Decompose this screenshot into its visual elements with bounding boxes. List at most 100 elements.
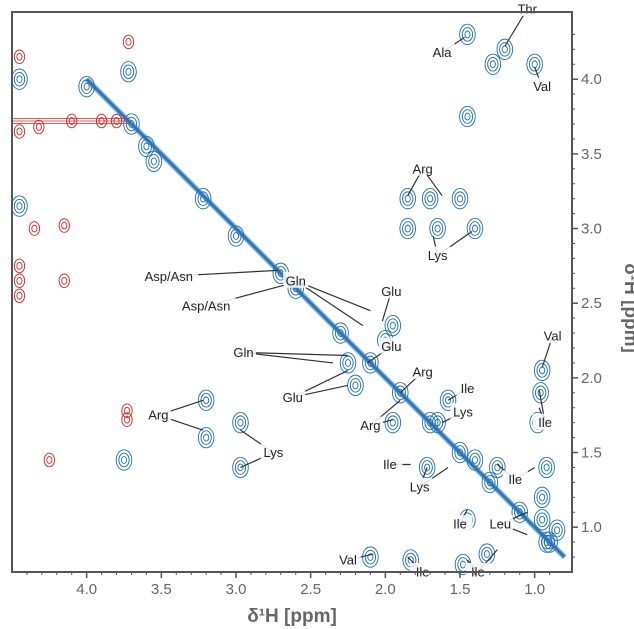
peak-annotation: Asp/Asn [176,284,284,314]
positive-peak-contour [454,445,466,460]
positive-peak [227,225,245,247]
negative-peak-contour [122,34,135,50]
positive-peak-contour [389,321,396,330]
positive-peak-contour [466,449,484,471]
annotation-label-bg [529,77,555,94]
positive-peak [347,374,364,396]
positive-peak-contour [551,522,563,538]
positive-peak-contour [461,109,474,124]
peak-annotation: Ile [447,379,481,401]
annotation-label: Asp/Asn [182,299,230,314]
positive-peak [332,322,349,344]
annotation-label-bg [145,406,171,423]
negative-peak-contour [35,123,42,131]
positive-peak-contour [13,71,26,87]
positive-peak-contour [334,325,347,341]
peak-annotation: Ala [429,36,465,60]
negative-peak-contour [13,124,26,139]
peak-annotation: Val [529,67,555,94]
negative-peak-contour [98,117,105,125]
negative-peak [66,113,78,129]
positive-peak-contour [145,150,163,172]
negative-peak-contour [95,113,108,129]
annotation-label-bg [407,477,433,494]
x-tick-label: 3.5 [151,581,172,598]
positive-peak-contour [384,314,402,337]
peak-annotation: Asp/Asn [139,267,278,284]
positive-peak-contour [539,515,546,524]
negative-peak [28,221,41,236]
positive-peak-contour [501,45,508,54]
annotation-label: Asp/Asn [145,269,193,284]
positive-peak-contour [536,512,548,527]
positive-peak-contour [125,67,132,76]
positive-peak-contour [529,57,541,72]
positive-peak [339,352,357,374]
x-tick-label: 3.0 [226,581,247,598]
positive-peak-contour [197,426,215,449]
positive-peak-contour [78,76,95,98]
annotation-label-bg [378,282,404,299]
positive-peak [481,471,499,494]
positive-peak-contour [128,120,135,128]
x-tick-label: 2.5 [300,581,321,598]
positive-peak-contour [399,217,416,240]
annotation-label: Ile [508,472,522,487]
positive-peak-contour [454,191,466,206]
positive-peak-contour [451,441,469,464]
y-tick-label: 2.5 [581,295,602,312]
negative-peak-contour [68,117,75,125]
negative-peak [13,288,26,303]
y-tick-label: 3.5 [581,146,602,163]
positive-peak-contour [424,191,436,206]
positive-peak-contour [140,139,153,154]
peak-annotation: Gln [230,343,349,364]
negative-peak [58,273,70,289]
x-tick-label: 1.5 [450,581,471,598]
peak-annotation: Arg [399,362,436,394]
positive-peak [538,456,555,479]
positive-peak-contour [115,449,133,471]
positive-peak-contour [536,363,548,378]
positive-peak-contour [387,415,399,430]
negative-peak-contour [125,38,132,46]
positive-peak [533,486,551,508]
positive-peak-contour [197,389,215,411]
diagonal-ridge-contour [85,78,566,558]
positive-peak-contour [364,549,377,565]
positive-peak-contour [418,456,436,479]
negative-peak-contour [13,49,26,65]
positive-peak-contour [16,202,23,210]
positive-peak [439,389,457,411]
annotation-label: Gln [233,345,253,360]
y-tick-label: 2.0 [581,370,602,387]
positive-peak-contour [456,448,464,457]
positive-peak-contour [237,463,244,472]
annotation-label: Lys [263,445,283,460]
peak-annotation: Lys [407,466,449,494]
annotation-label-bg [447,515,473,532]
annotation-label: Lys [410,479,430,494]
positive-peak-contour [234,460,247,475]
positive-peak-contour [197,191,209,206]
positive-peak-contour [352,381,359,390]
positive-peak [399,217,416,240]
annotation-label-bg [454,379,481,396]
annotation-label: Glu [381,284,401,299]
peak-annotation: Lys [441,403,476,424]
positive-peak-contour [429,412,446,434]
x-tick-label: 2.0 [375,581,396,598]
positive-peak-contour [532,382,549,404]
negative-peak [33,119,45,135]
positive-peak-contour [445,396,452,405]
negative-peak-contour [61,221,68,230]
positive-peak [418,456,436,479]
positive-peak-contour [389,418,396,427]
negative-peak [95,113,108,129]
positive-peak-contour [120,61,137,83]
positive-peak [123,113,140,135]
peak-annotation: Arg [145,399,204,431]
positive-peak-contour [541,531,558,553]
annotation-label-bg [230,343,257,360]
y-tick-label: 4.0 [581,71,602,88]
